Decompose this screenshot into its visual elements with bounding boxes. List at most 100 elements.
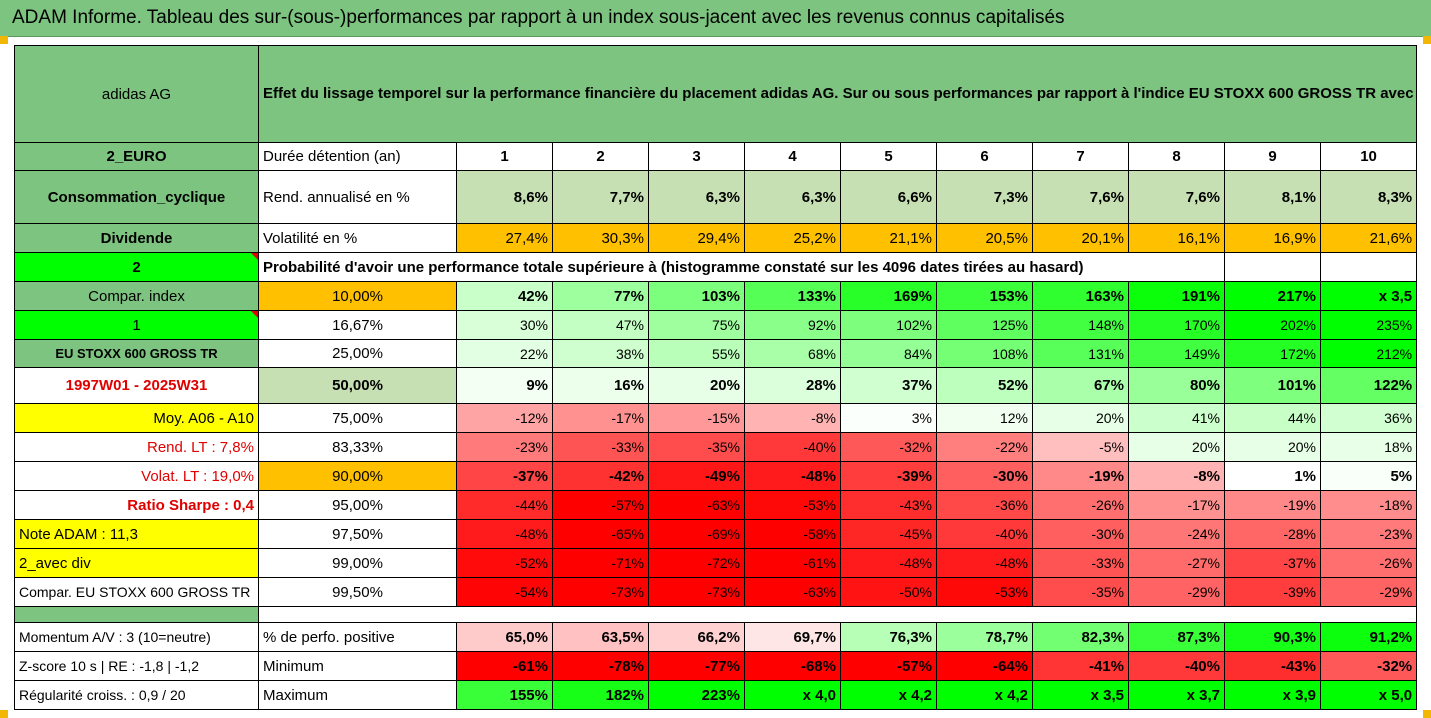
prob-value-cell: 75% — [648, 310, 745, 340]
stats-left-label: Momentum A/V : 3 (10=neutre) — [14, 622, 259, 652]
prob-title: Probabilité d'avoir une performance tota… — [258, 252, 1225, 282]
prob-row: 2_avec div 99,00% -52% -71% -72% -61% -48% -48%… — [14, 548, 1418, 578]
prob-row: Rend. LT : 7,8% 83,33% -23% -33% -35% -40% -32… — [14, 432, 1418, 462]
vol-label: Volatilité en % — [258, 223, 457, 253]
prob-value-cell: 148% — [1032, 310, 1129, 340]
sector-label: Consommation_cyclique — [14, 170, 259, 224]
prob-value-cell: -48% — [456, 519, 553, 549]
prob-row: Volat. LT : 19,0% 90,00% -37% -42% -49% -48% -… — [14, 461, 1418, 491]
prob-value-cell: -50% — [840, 577, 937, 607]
prob-value-cell: -72% — [648, 548, 745, 578]
year-header-cell: 5 — [840, 142, 937, 171]
prob-value-cell: -12% — [456, 403, 553, 433]
prob-value-cell: -37% — [1224, 548, 1321, 578]
percentile-cell: 95,00% — [258, 490, 457, 520]
val-2: 2 — [14, 252, 259, 282]
prob-value-cell: -35% — [1032, 577, 1129, 607]
prob-value-cell: 172% — [1224, 339, 1321, 368]
corner-marker — [0, 710, 8, 718]
year-header-cell: 1 — [456, 142, 553, 171]
rend-cell: 6,6% — [840, 170, 937, 224]
prob-value-cell: 68% — [744, 339, 841, 368]
vol-cell: 29,4% — [648, 223, 745, 253]
prob-value-cell: -32% — [840, 432, 937, 462]
stats-label: % de perfo. positive — [258, 622, 457, 652]
prob-value-cell: 3% — [840, 403, 937, 433]
prob-value-cell: 101% — [1224, 367, 1321, 404]
year-header-cell: 9 — [1224, 142, 1321, 171]
stats-row: Z-score 10 s | RE : -1,8 | -1,2 Minimum -6… — [14, 651, 1418, 681]
prob-value-cell: -22% — [936, 432, 1033, 462]
prob-value-cell: 38% — [552, 339, 649, 368]
prob-value-cell: 36% — [1319, 403, 1418, 433]
year-header-cell: 10 — [1319, 142, 1418, 171]
gap-cell — [257, 606, 1418, 623]
empty-cell — [1319, 252, 1418, 282]
prob-value-cell: -73% — [552, 577, 649, 607]
prob-value-cell: 102% — [840, 310, 937, 340]
prob-value-cell: 169% — [840, 281, 937, 311]
gap-row — [14, 606, 1418, 623]
prob-row: EU STOXX 600 GROSS TR 25,00% 22% 38% 55% 68% 8… — [14, 339, 1418, 368]
stats-value-cell: 78,7% — [936, 622, 1033, 652]
val-1: 1 — [14, 310, 259, 340]
prob-value-cell: 108% — [936, 339, 1033, 368]
prob-value-cell: -52% — [456, 548, 553, 578]
percentile-cell: 97,50% — [258, 519, 457, 549]
prob-value-cell: 153% — [936, 281, 1033, 311]
prob-value-cell: -29% — [1319, 577, 1418, 607]
percentile-cell: 75,00% — [258, 403, 457, 433]
prob-value-cell: -26% — [1319, 548, 1418, 578]
prob-value-cell: 44% — [1224, 403, 1321, 433]
prob-value-cell: 55% — [648, 339, 745, 368]
stats-value-cell: 76,3% — [840, 622, 937, 652]
description: Effet du lissage temporel sur la perform… — [257, 45, 1418, 143]
prob-value-cell: -44% — [456, 490, 553, 520]
rend-cell: 8,1% — [1224, 170, 1321, 224]
prob-value-cell: 163% — [1032, 281, 1129, 311]
report-title: ADAM Informe. Tableau des sur-(sous-)per… — [12, 7, 1065, 28]
prob-value-cell: 30% — [456, 310, 553, 340]
prob-value-cell: -18% — [1319, 490, 1418, 520]
rend-label: Rend. annualisé en % — [258, 170, 457, 224]
stats-value-cell: -61% — [456, 651, 553, 681]
stats-left-label: Z-score 10 s | RE : -1,8 | -1,2 — [14, 651, 259, 681]
period-label: 1997W01 - 2025W31 — [14, 367, 259, 404]
prob-value-cell: -8% — [1128, 461, 1225, 491]
gap-cell — [14, 606, 259, 623]
prob-value-cell: -53% — [744, 490, 841, 520]
prob-value-cell: -53% — [936, 577, 1033, 607]
prob-value-cell: -28% — [1224, 519, 1321, 549]
dividend-label: Dividende — [14, 223, 259, 253]
stats-value-cell: 87,3% — [1128, 622, 1225, 652]
prob-value-cell: 149% — [1128, 339, 1225, 368]
vol-cell: 30,3% — [552, 223, 649, 253]
percentile-cell: 90,00% — [258, 461, 457, 491]
corner-marker — [1423, 710, 1431, 718]
stats-label: Minimum — [258, 651, 457, 681]
prob-value-cell: -30% — [1032, 519, 1129, 549]
rend-cell: 7,6% — [1128, 170, 1225, 224]
prob-value-cell: -45% — [840, 519, 937, 549]
prob-value-cell: -69% — [648, 519, 745, 549]
title-bar: ADAM Informe. Tableau des sur-(sous-)per… — [0, 0, 1431, 37]
prob-value-cell: 133% — [744, 281, 841, 311]
prob-value-cell: 16% — [552, 367, 649, 404]
prob-value-cell: -37% — [456, 461, 553, 491]
prob-value-cell: -43% — [840, 490, 937, 520]
prob-value-cell: 42% — [456, 281, 553, 311]
stats-value-cell: 69,7% — [744, 622, 841, 652]
prob-value-cell: 92% — [744, 310, 841, 340]
prob-value-cell: 125% — [936, 310, 1033, 340]
prob-value-cell: -27% — [1128, 548, 1225, 578]
stats-value-cell: -77% — [648, 651, 745, 681]
prob-value-cell: -15% — [648, 403, 745, 433]
prob-value-cell: 28% — [744, 367, 841, 404]
rend-cell: 8,3% — [1319, 170, 1418, 224]
prob-value-cell: 80% — [1128, 367, 1225, 404]
stats-value-cell: 82,3% — [1032, 622, 1129, 652]
stats-value-cell: x 3,9 — [1224, 680, 1321, 710]
prob-value-cell: -39% — [1224, 577, 1321, 607]
prob-value-cell: 20% — [648, 367, 745, 404]
